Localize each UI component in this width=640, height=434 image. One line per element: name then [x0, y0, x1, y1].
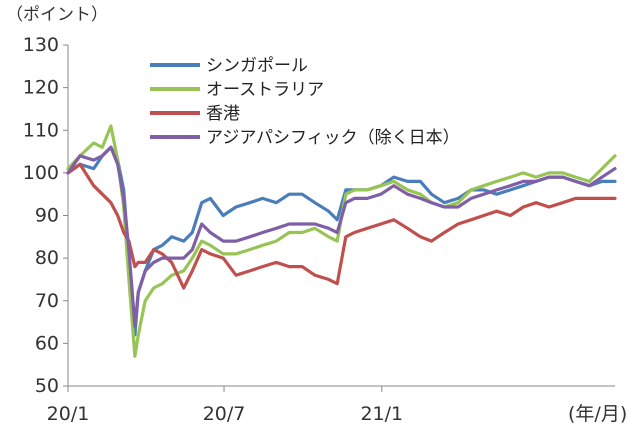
y-tick-label: 130: [23, 34, 59, 56]
series-line-3: [66, 162, 617, 290]
y-tick-label: 100: [23, 162, 59, 184]
y-tick-label: 120: [23, 77, 59, 99]
y-axis-ticks: 50 60 70 80 90 100 110 120 130: [23, 34, 68, 397]
y-tick-label: 50: [35, 375, 59, 397]
series-lines: [66, 124, 617, 358]
y-tick-label: 90: [35, 205, 59, 227]
legend-label-1: シンガポール: [206, 56, 308, 76]
x-axis-ticks: 20/1 20/7 21/1: [47, 386, 403, 425]
y-unit-label: （ポイント）: [6, 5, 108, 25]
y-tick-label: 60: [35, 332, 59, 354]
series-line-4: [66, 145, 617, 328]
y-tick-label: 70: [35, 290, 59, 312]
y-tick-label: 80: [35, 247, 59, 269]
x-tick-label: 21/1: [360, 403, 403, 425]
x-unit-label: (年/月): [568, 403, 627, 425]
x-tick-label: 20/1: [47, 403, 90, 425]
legend-label-3: 香港: [206, 104, 240, 124]
legend-label-2: オーストラリア: [206, 80, 324, 100]
legend-label-4: アジアパシフィック（除く日本）: [206, 128, 460, 148]
x-tick-label: 20/7: [203, 403, 246, 425]
series-line-2: [66, 124, 617, 358]
y-tick-label: 110: [23, 119, 59, 141]
